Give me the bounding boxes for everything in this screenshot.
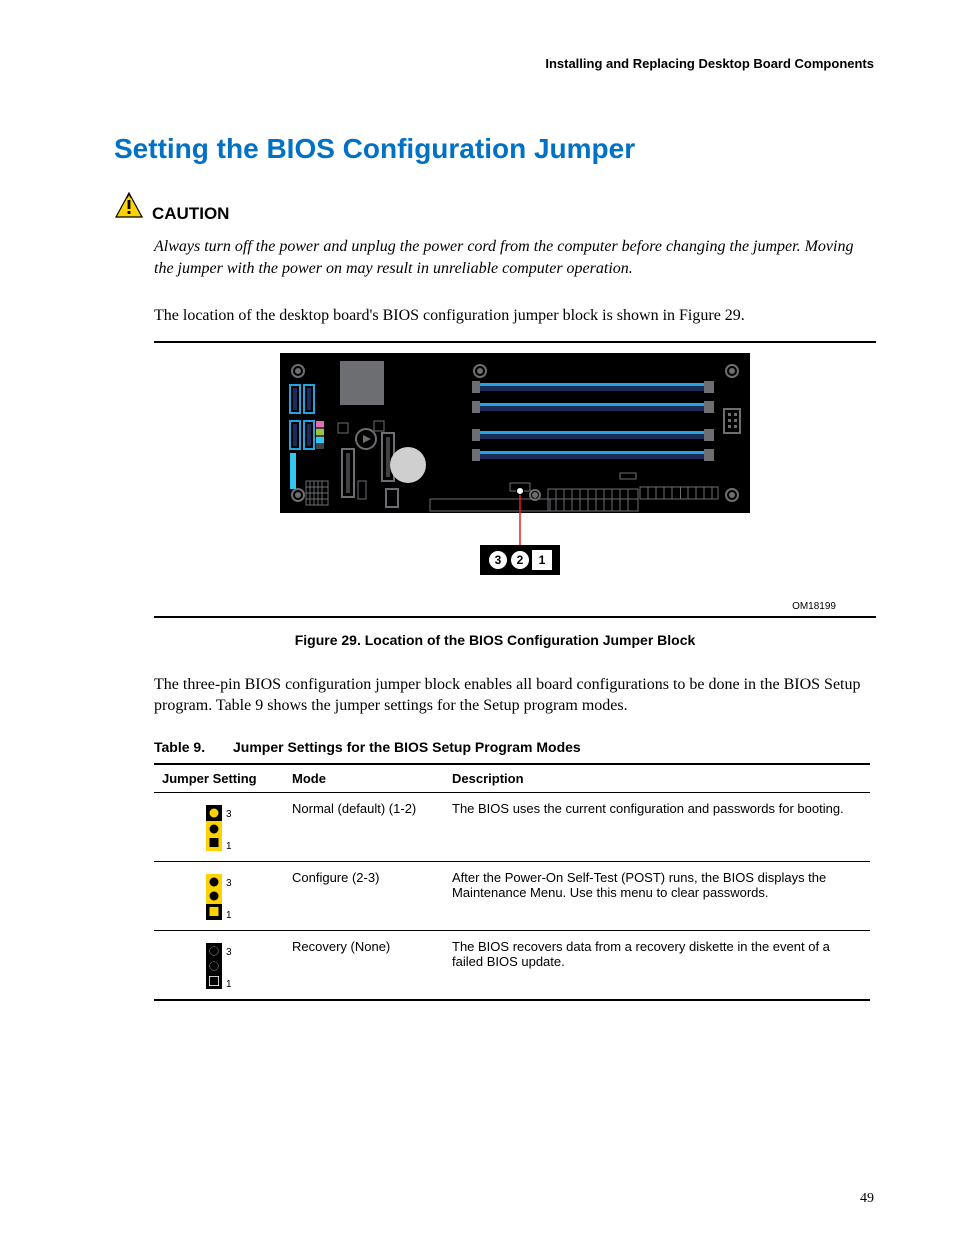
figure-29: 3 2 1 OM18199	[154, 341, 876, 618]
page-number: 49	[860, 1191, 874, 1207]
para-1: The location of the desktop board's BIOS…	[154, 305, 876, 327]
desc-configure: After the Power-On Self-Test (POST) runs…	[444, 861, 870, 930]
svg-text:3: 3	[495, 553, 502, 567]
svg-text:1: 1	[539, 553, 546, 567]
caution-icon	[114, 191, 144, 224]
figure-caption: Figure 29. Location of the BIOS Configur…	[114, 632, 876, 648]
caution-label: CAUTION	[152, 204, 229, 224]
desc-normal: The BIOS uses the current configuration …	[444, 792, 870, 861]
mode-recovery: Recovery (None)	[284, 930, 444, 1000]
jumper-icon-normal: 3 1	[202, 803, 236, 853]
jumper-icon-configure: 3 1	[202, 872, 236, 922]
mode-normal: Normal (default) (1-2)	[284, 792, 444, 861]
svg-text:2: 2	[517, 553, 524, 567]
svg-text:3: 3	[226, 878, 232, 889]
svg-text:1: 1	[226, 979, 232, 990]
main-heading: Setting the BIOS Configuration Jumper	[114, 133, 876, 165]
svg-text:1: 1	[226, 841, 232, 852]
col-header-setting: Jumper Setting	[154, 764, 284, 793]
svg-text:1: 1	[226, 910, 232, 921]
svg-text:3: 3	[226, 809, 232, 820]
svg-text:3: 3	[226, 947, 232, 958]
caution-row: CAUTION	[114, 191, 876, 224]
table-row: 3 1 Normal (default) (1-2) The BIOS uses…	[154, 792, 870, 861]
table-row: 3 1 Recovery (None) The BIOS recovers da…	[154, 930, 870, 1000]
table-title-text: Jumper Settings for the BIOS Setup Progr…	[233, 739, 581, 755]
figure-id: OM18199	[154, 601, 876, 612]
col-header-mode: Mode	[284, 764, 444, 793]
table-number: Table 9.	[154, 739, 205, 755]
board-diagram: 3 2 1	[280, 353, 750, 595]
table-row: 3 1 Configure (2-3) After the Power-On S…	[154, 861, 870, 930]
jumper-icon-recovery: 3 1	[202, 941, 236, 991]
page-header: Installing and Replacing Desktop Board C…	[114, 56, 876, 71]
mode-configure: Configure (2-3)	[284, 861, 444, 930]
desc-recovery: The BIOS recovers data from a recovery d…	[444, 930, 870, 1000]
table-title: Table 9. Jumper Settings for the BIOS Se…	[154, 739, 876, 755]
col-header-desc: Description	[444, 764, 870, 793]
para-2: The three-pin BIOS configuration jumper …	[154, 674, 876, 717]
jumper-settings-table: Jumper Setting Mode Description 3 1 Norm…	[154, 763, 870, 1001]
caution-text: Always turn off the power and unplug the…	[154, 236, 876, 279]
